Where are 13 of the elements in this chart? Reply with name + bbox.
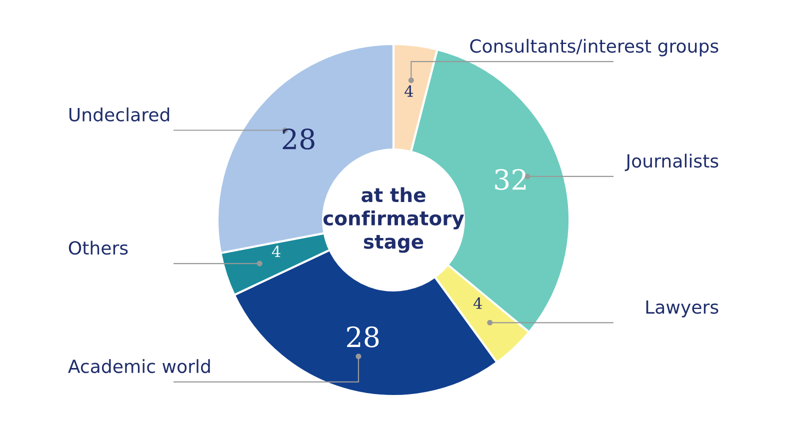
slice-label: Others <box>68 240 128 255</box>
data-label: 4 <box>272 246 280 258</box>
data-label: 4 <box>404 85 414 97</box>
data-label: 32 <box>495 168 526 190</box>
data-label: 28 <box>347 326 379 348</box>
data-label: 4 <box>473 297 482 309</box>
slice-label: Consultants/interest groups <box>470 38 718 56</box>
text: at the confirmatory stage <box>323 187 464 253</box>
data-label: 28 <box>282 128 314 150</box>
slice-label: Journalists <box>624 154 718 172</box>
slice-label: Undeclared <box>69 107 170 122</box>
slice-label: Academic world <box>68 359 210 374</box>
slice-label: Lawyers <box>646 300 718 318</box>
